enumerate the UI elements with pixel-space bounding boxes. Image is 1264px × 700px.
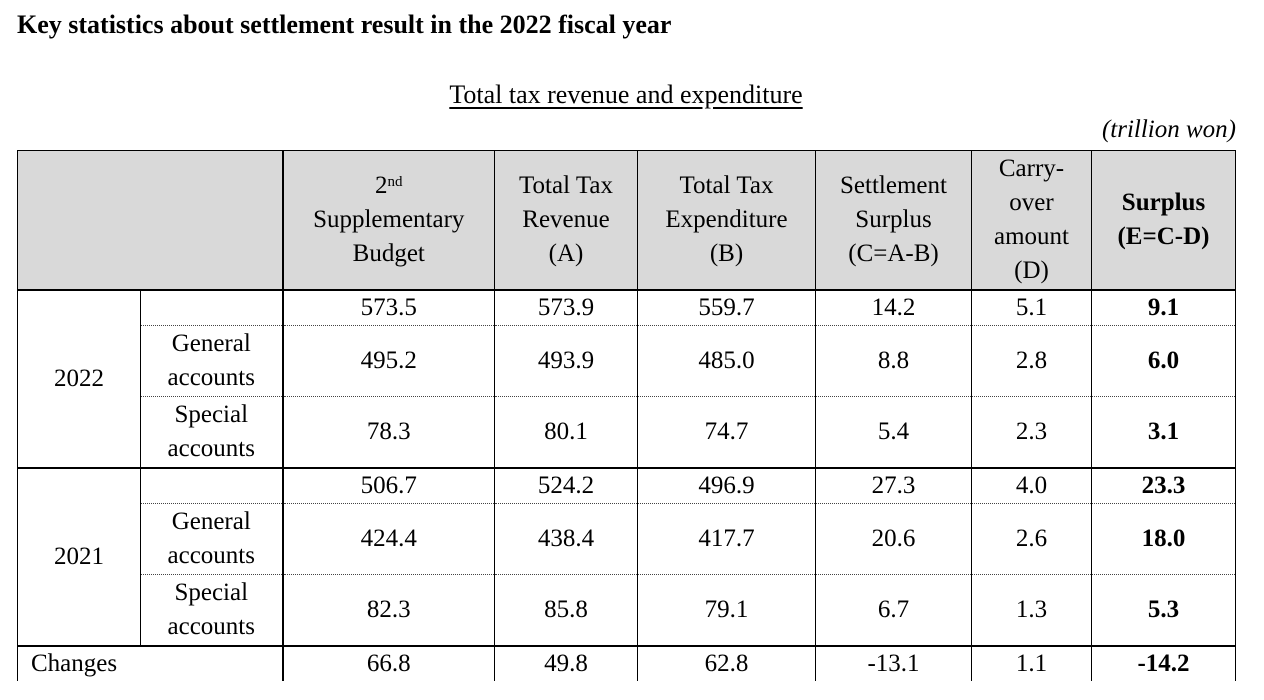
cell-settlement: 8.8: [815, 325, 972, 397]
row-2021-general: General accounts 424.4 438.4 417.7 20.6 …: [18, 503, 1236, 575]
cell-revenue: 438.4: [494, 503, 638, 575]
cell-carryover: 2.8: [971, 325, 1092, 397]
cell-settlement: 14.2: [815, 290, 972, 326]
row-label: Special accounts: [140, 396, 284, 469]
header-budget: 2nd Supplementary Budget: [282, 150, 495, 291]
header-settlement: Settlement Surplus (C=A-B): [815, 150, 972, 291]
cell-settlement: 5.4: [815, 396, 972, 469]
cell-expenditure: 62.8: [637, 646, 816, 681]
cell-budget: 82.3: [282, 574, 495, 647]
row-label: Special accounts: [140, 574, 284, 647]
header-corner: [17, 150, 284, 291]
cell-budget: 506.7: [282, 468, 495, 504]
row-label: General accounts: [140, 503, 284, 575]
cell-revenue: 49.8: [494, 646, 638, 681]
row-label: General accounts: [140, 325, 284, 397]
cell-expenditure: 485.0: [637, 325, 816, 397]
year-2021: 2021: [17, 468, 141, 647]
row-2022-special: Special accounts 78.3 80.1 74.7 5.4 2.3 …: [18, 396, 1236, 469]
row-2022-total: 2022 573.5 573.9 559.7 14.2 5.1 9.1: [17, 290, 1236, 469]
cell-revenue: 493.9: [494, 325, 638, 397]
row-2022-general: General accounts 495.2 493.9 485.0 8.8 2…: [18, 325, 1236, 397]
cell-revenue: 524.2: [494, 468, 638, 504]
settlement-table: 2nd Supplementary Budget Total Tax Revenu…: [17, 150, 1236, 681]
header-expenditure: Total Tax Expenditure (B): [637, 150, 816, 291]
row-changes: Changes 66.8 49.8 62.8 -13.1 1.1 -14.2: [17, 646, 1236, 681]
cell-settlement: 6.7: [815, 574, 972, 647]
row-2021-total: 2021 506.7 524.2 496.9 27.3 4.0 23.3: [17, 468, 1236, 647]
cell-revenue: 80.1: [494, 396, 638, 469]
header-revenue: Total Tax Revenue (A): [494, 150, 638, 291]
cell-budget: 573.5: [282, 290, 495, 326]
cell-surplus: -14.2: [1091, 646, 1236, 681]
cell-carryover: 1.3: [971, 574, 1092, 647]
cell-expenditure: 74.7: [637, 396, 816, 469]
cell-surplus: 9.1: [1091, 290, 1236, 326]
cell-budget: 66.8: [282, 646, 495, 681]
table-title-text: Total tax revenue and expenditure: [449, 80, 803, 109]
changes-label: Changes: [17, 646, 284, 681]
cell-expenditure: 559.7: [637, 290, 816, 326]
cell-budget: 424.4: [282, 503, 495, 575]
cell-surplus: 6.0: [1091, 325, 1236, 397]
table-title: Total tax revenue and expenditure: [0, 80, 1252, 110]
cell-carryover: 2.3: [971, 396, 1092, 469]
header-carryover: Carry- over amount (D): [971, 150, 1092, 291]
cell-expenditure: 496.9: [637, 468, 816, 504]
cell-budget: 495.2: [282, 325, 495, 397]
cell-revenue: 573.9: [494, 290, 638, 326]
cell-settlement: 20.6: [815, 503, 972, 575]
cell-carryover: 1.1: [971, 646, 1092, 681]
cell-surplus: 5.3: [1091, 574, 1236, 647]
header-row: 2nd Supplementary Budget Total Tax Revenu…: [17, 150, 1236, 291]
year-2022: 2022: [17, 290, 141, 469]
cell-settlement: -13.1: [815, 646, 972, 681]
cell-surplus: 3.1: [1091, 396, 1236, 469]
cell-expenditure: 417.7: [637, 503, 816, 575]
unit-label: (trillion won): [1101, 116, 1236, 143]
cell-settlement: 27.3: [815, 468, 972, 504]
header-surplus: Surplus (E=C-D): [1091, 150, 1236, 291]
cell-carryover: 2.6: [971, 503, 1092, 575]
cell-revenue: 85.8: [494, 574, 638, 647]
cell-budget: 78.3: [282, 396, 495, 469]
cell-carryover: 5.1: [971, 290, 1092, 326]
cell-surplus: 23.3: [1091, 468, 1236, 504]
row-2021-special: Special accounts 82.3 85.8 79.1 6.7 1.3 …: [18, 574, 1236, 647]
cell-surplus: 18.0: [1091, 503, 1236, 575]
cell-carryover: 4.0: [971, 468, 1092, 504]
cell-spacer: [140, 290, 284, 326]
cell-spacer: [140, 468, 284, 504]
cell-expenditure: 79.1: [637, 574, 816, 647]
document-title: Key statistics about settlement result i…: [17, 10, 672, 39]
